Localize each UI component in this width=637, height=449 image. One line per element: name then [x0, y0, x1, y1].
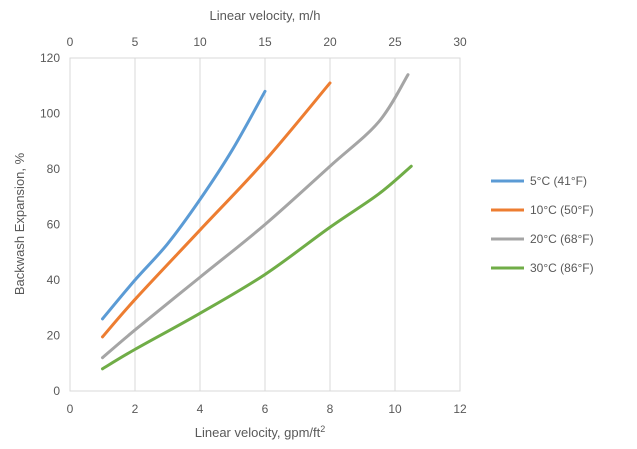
legend-label: 10°C (50°F): [530, 203, 594, 217]
bottom-axis-title-superscript: 2: [320, 424, 325, 434]
y-tick-label: 120: [40, 51, 60, 65]
x2-tick-label: 0: [67, 35, 74, 49]
top-axis-title: Linear velocity, m/h: [209, 8, 320, 23]
x-tick-label: 12: [453, 402, 467, 416]
legend-label: 5°C (41°F): [530, 174, 587, 188]
x-tick-label: 0: [67, 402, 74, 416]
x-tick-label: 10: [388, 402, 402, 416]
x-tick-label: 6: [262, 402, 269, 416]
x2-tick-label: 30: [453, 35, 467, 49]
x2-tick-label: 15: [258, 35, 272, 49]
y-tick-label: 20: [47, 329, 61, 343]
series-line: [101, 164, 413, 371]
x2-tick-label: 5: [132, 35, 139, 49]
x-tick-label: 8: [327, 402, 334, 416]
x2-tick-label: 10: [193, 35, 207, 49]
x2-tick-label: 25: [388, 35, 402, 49]
series-line: [101, 89, 267, 321]
x-tick-label: 4: [197, 402, 204, 416]
legend: 5°C (41°F) 10°C (50°F) 20°C (68°F) 30°C (86…: [491, 174, 594, 275]
x2-tick-label: 20: [323, 35, 337, 49]
series-layer: [101, 73, 413, 371]
plot-area-frame: [69, 57, 461, 392]
y-tick-label: 100: [40, 107, 60, 121]
y-tick-label: 80: [47, 162, 61, 176]
y-tick-label: 0: [53, 384, 60, 398]
series-line: [101, 73, 410, 360]
series-line: [101, 81, 332, 339]
bottom-axis-title-main: Linear velocity, gpm/ft: [195, 425, 321, 440]
legend-label: 30°C (86°F): [530, 261, 594, 275]
legend-label: 20°C (68°F): [530, 232, 594, 246]
y-axis-title: Backwash Expansion, %: [12, 152, 27, 295]
y-tick-label: 40: [47, 273, 61, 287]
x-tick-label: 2: [132, 402, 139, 416]
bottom-axis-title: Linear velocity, gpm/ft2: [195, 424, 326, 440]
y-tick-label: 60: [47, 218, 61, 232]
